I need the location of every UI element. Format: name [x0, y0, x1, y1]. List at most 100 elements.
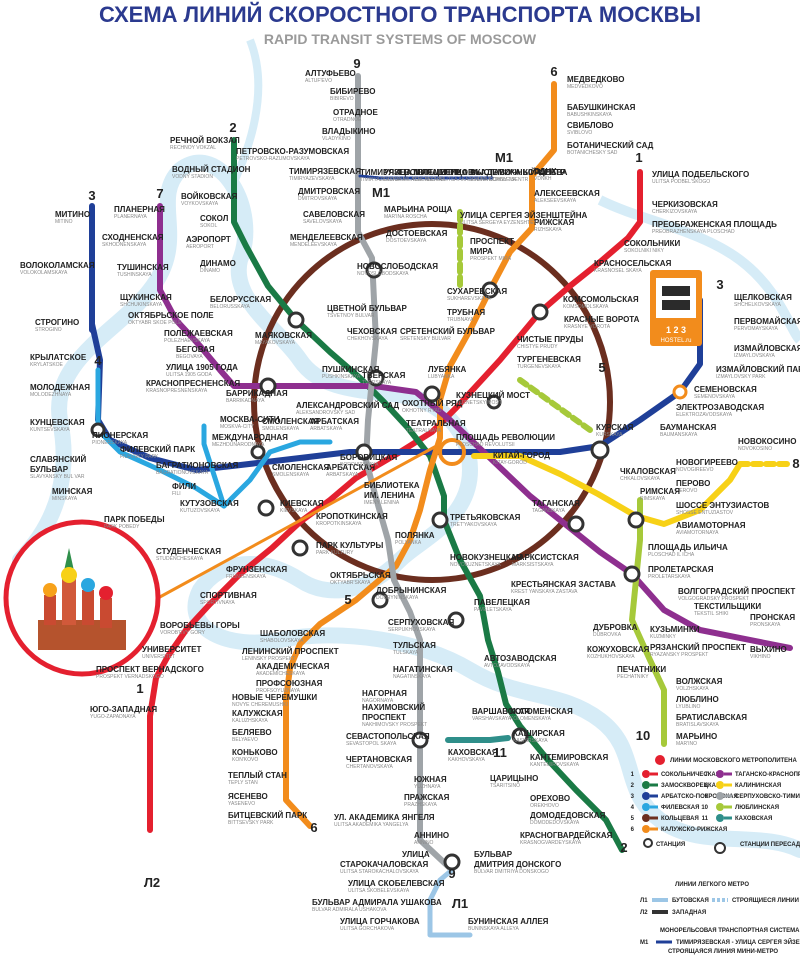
- station-label[interactable]: УЛИЦА МИЛАШЕНКОВА: [384, 168, 479, 177]
- station-label[interactable]: ЩУКИНСКАЯ: [120, 293, 172, 302]
- station-label[interactable]: ЧИСТЫЕ ПРУДЫ: [517, 335, 583, 344]
- station-label[interactable]: МИТИНО: [55, 210, 90, 219]
- station-label[interactable]: ВАРШАВСКАЯ: [472, 707, 530, 716]
- station-label[interactable]: КУРСКАЯ: [596, 423, 634, 432]
- station-label[interactable]: ВОЛОКОЛАМСКАЯ: [20, 261, 95, 270]
- station-label[interactable]: ПРОНСКАЯ: [750, 613, 795, 622]
- station-label[interactable]: ПЛОЩАДЬ ИЛЬИЧА: [648, 543, 728, 552]
- station-label[interactable]: ПРОЛЕТАРСКАЯ: [648, 565, 714, 574]
- station-label[interactable]: КРАСНОГВАРДЕЙСКАЯ: [520, 831, 613, 840]
- station-label[interactable]: КОЛОМЕНСКАЯ: [510, 707, 573, 716]
- station-label[interactable]: КРАСНОСЕЛЬСКАЯ: [594, 259, 672, 268]
- station-label[interactable]: ПОЛЯНКА: [395, 531, 435, 540]
- station-label[interactable]: ТИМИРЯЗЕВСКАЯ: [360, 168, 432, 177]
- station-label[interactable]: ОРЕХОВО: [530, 794, 570, 803]
- station-label[interactable]: СОКОЛЬНИКИ: [624, 239, 680, 248]
- station-label[interactable]: КУНЦЕВСКАЯ: [30, 418, 85, 427]
- station-label[interactable]: ЧЕРТАНОВСКАЯ: [346, 755, 412, 764]
- station-label[interactable]: РЕЧНОЙ ВОКЗАЛ: [170, 136, 240, 145]
- station-label[interactable]: ТВЕРСКАЯ: [362, 371, 406, 380]
- station-label[interactable]: СМОЛЕНСКАЯ: [262, 417, 320, 426]
- station-label[interactable]: ЦВЕТНОЙ БУЛЬВАР: [327, 304, 408, 313]
- station-label[interactable]: ВДНХ: [534, 167, 557, 176]
- station-label[interactable]: АЛЕКСАНДРОВСКИЙ САД: [296, 401, 399, 410]
- station-label[interactable]: МОСКВА-СИТИ: [220, 415, 280, 424]
- station-label[interactable]: СТРОГИНО: [35, 318, 79, 327]
- station-label[interactable]: ПРОФСОЮЗНАЯ: [256, 679, 323, 688]
- station-label[interactable]: СРЕТЕНСКИЙ БУЛЬВАР: [400, 327, 496, 336]
- station-label[interactable]: ЛУБЯНКА: [428, 365, 467, 374]
- station-label[interactable]: ПРОСПЕКТ: [470, 237, 514, 246]
- station-label[interactable]: КУЗЬМИНКИ: [650, 625, 700, 634]
- station-label[interactable]: ВОРОБЬЕВЫ ГОРЫ: [160, 621, 240, 630]
- station-label[interactable]: ТЕКСТИЛЬЩИКИ: [694, 602, 761, 611]
- station-label[interactable]: НОВОСЛОБОДСКАЯ: [357, 262, 438, 271]
- station-label[interactable]: КАХОВСКАЯ: [448, 748, 498, 757]
- station-label[interactable]: СЕМЕНОВСКАЯ: [694, 385, 757, 394]
- station-label[interactable]: АРБАТСКАЯ: [310, 417, 359, 426]
- station-label[interactable]: АЛТУФЬЕВО: [305, 69, 356, 78]
- station-label[interactable]: ВОЙКОВСКАЯ: [181, 192, 238, 201]
- station-label[interactable]: ТУЛЬСКАЯ: [393, 641, 436, 650]
- station-label[interactable]: ФРУНЗЕНСКАЯ: [226, 565, 287, 574]
- station-label[interactable]: РИЖСКАЯ: [534, 218, 575, 227]
- station-label[interactable]: АЭРОПОРТ: [186, 235, 231, 244]
- station-label[interactable]: ЩЕЛКОВСКАЯ: [734, 293, 792, 302]
- station-label[interactable]: ПЕРВОМАЙСКАЯ: [734, 317, 800, 326]
- station-label[interactable]: КРОПОТКИНСКАЯ: [316, 512, 388, 521]
- station-label[interactable]: БУНИНСКАЯ АЛЛЕЯ: [468, 917, 549, 926]
- station-label[interactable]: ОКТЯБРЬСКОЕ ПОЛЕ: [128, 311, 214, 320]
- station-label[interactable]: ПРЕОБРАЖЕНСКАЯ ПЛОЩАДЬ: [652, 220, 777, 229]
- station-label[interactable]: ЮЖНАЯ: [414, 775, 447, 784]
- station-label[interactable]: ДОМОДЕДОВСКАЯ: [530, 811, 606, 820]
- station-label[interactable]: МИРА: [470, 247, 493, 256]
- station-label[interactable]: ШОССЕ ЭНТУЗИАСТОВ: [676, 501, 770, 510]
- station-label[interactable]: ТЕАТРАЛЬНАЯ: [406, 419, 466, 428]
- station-label[interactable]: СТУДЕНЧЕСКАЯ: [156, 547, 221, 556]
- station-label[interactable]: НАХИМОВСКИЙ: [362, 703, 425, 712]
- station-label[interactable]: ЧКАЛОВСКАЯ: [620, 467, 676, 476]
- station-label[interactable]: ОТРАДНОЕ: [333, 108, 379, 117]
- station-label[interactable]: МАРЬИНА РОЩА: [384, 205, 453, 214]
- station-label[interactable]: НОВОГИРЕЕВО: [676, 458, 738, 467]
- station-label[interactable]: УЛИЦА АКАДЕМИКА КОРОЛЕВА: [440, 168, 568, 177]
- station-label[interactable]: КОЖУХОВСКАЯ: [587, 645, 650, 654]
- station-label[interactable]: МИНСКАЯ: [52, 487, 93, 496]
- station-label[interactable]: ФИЛЕВСКИЙ ПАРК: [120, 445, 195, 454]
- station-label[interactable]: БЕЛОРУССКАЯ: [210, 295, 271, 304]
- station-label[interactable]: БИБИРЕВО: [330, 87, 375, 96]
- station-label[interactable]: ПРАЖСКАЯ: [404, 793, 450, 802]
- station-label[interactable]: ВОДНЫЙ СТАДИОН: [172, 165, 251, 174]
- station-label[interactable]: БРАТИСЛАВСКАЯ: [676, 713, 747, 722]
- station-label[interactable]: АННИНО: [414, 831, 449, 840]
- station-label[interactable]: ДОБРЫНИНСКАЯ: [376, 586, 447, 595]
- station-label[interactable]: ИЗМАЙЛОВСКАЯ: [734, 344, 800, 353]
- station-label[interactable]: БЕЛЯЕВО: [232, 728, 272, 737]
- station-label[interactable]: НОВОКОСИНО: [738, 437, 796, 446]
- station-label[interactable]: АВТОЗАВОДСКАЯ: [484, 654, 557, 663]
- station-label[interactable]: СЛАВЯНСКИЙ: [30, 455, 86, 464]
- station-label[interactable]: ТЕЛЕЦЕНТР: [412, 168, 461, 177]
- station-label[interactable]: МОЛОДЕЖНАЯ: [30, 383, 90, 392]
- station-label[interactable]: ТРЕТЬЯКОВСКАЯ: [450, 513, 521, 522]
- station-label[interactable]: ТУШИНСКАЯ: [117, 263, 169, 272]
- station-label[interactable]: ВЫХИНО: [750, 645, 787, 654]
- station-label[interactable]: ПАРК ПОБЕДЫ: [104, 515, 165, 524]
- station-label[interactable]: ПЕЧАТНИКИ: [617, 665, 666, 674]
- station-label[interactable]: КРЕСТЬЯНСКАЯ ЗАСТАВА: [511, 580, 616, 589]
- station-label[interactable]: ВЛАДЫКИНО: [322, 127, 375, 136]
- station-label[interactable]: АКАДЕМИЧЕСКАЯ: [256, 662, 330, 671]
- station-label[interactable]: ПАРК КУЛЬТУРЫ: [316, 541, 383, 550]
- station-label[interactable]: КРАСНЫЕ ВОРОТА: [564, 315, 640, 324]
- station-label[interactable]: НАГОРНАЯ: [362, 689, 407, 698]
- station-label[interactable]: ДИНАМО: [200, 259, 236, 268]
- station-label[interactable]: БУЛЬВАР: [30, 465, 69, 474]
- station-label[interactable]: КРЫЛАТСКОЕ: [30, 353, 87, 362]
- station-label[interactable]: ЧЕХОВСКАЯ: [347, 327, 397, 336]
- station-label[interactable]: АЛЕКСЕЕВСКАЯ: [534, 189, 600, 198]
- station-label[interactable]: ДМИТРОВСКАЯ: [298, 187, 360, 196]
- station-label[interactable]: ПИОНЕРСКАЯ: [92, 431, 148, 440]
- station-label[interactable]: ЦАРИЦЫНО: [490, 774, 538, 783]
- station-label[interactable]: ЛЮБЛИНО: [676, 695, 719, 704]
- station-label[interactable]: НОВЫЕ ЧЕРЕМУШКИ: [232, 693, 317, 702]
